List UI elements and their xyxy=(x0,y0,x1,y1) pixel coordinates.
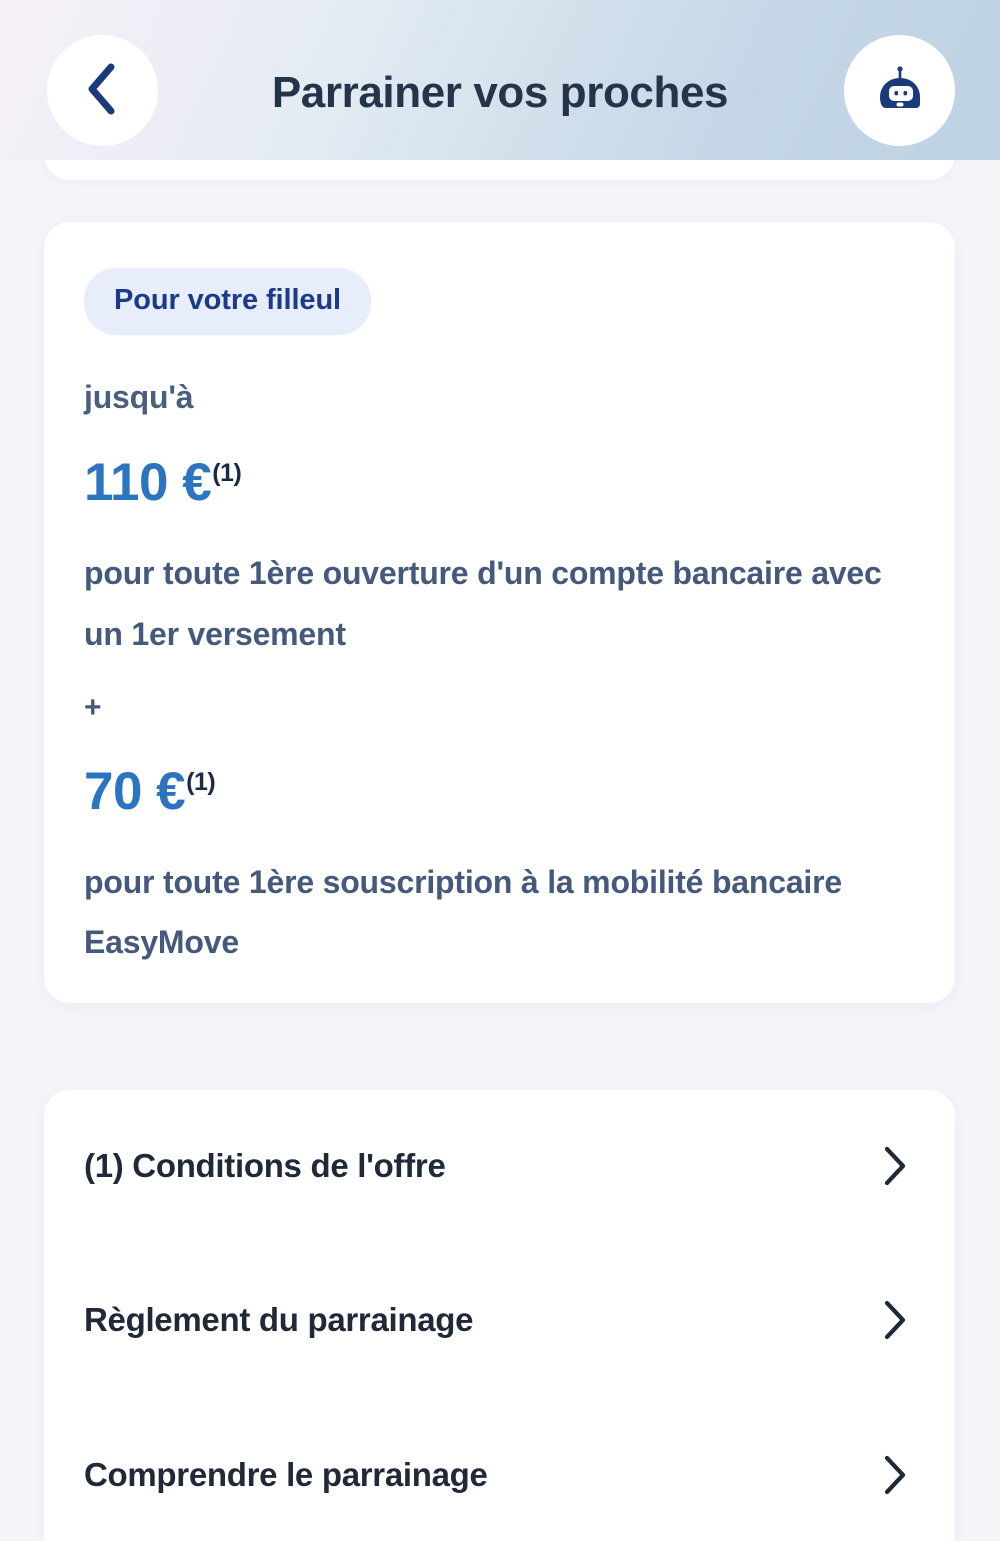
list-item-comprendre[interactable]: Comprendre le parrainage xyxy=(84,1397,915,1541)
offer-separator-plus: + xyxy=(84,690,102,724)
offer-amount-primary: 110 €(1) xyxy=(84,456,915,509)
offer-lead-text: jusqu'à xyxy=(84,379,194,415)
offer-description-primary: pour toute 1ère ouverture d'un compte ba… xyxy=(84,555,882,652)
offer-description-secondary: pour toute 1ère souscription à la mobili… xyxy=(84,863,842,961)
chevron-right-icon xyxy=(881,1295,911,1345)
amount-footnote-marker: (1) xyxy=(186,767,216,796)
list-item-label: Règlement du parrainage xyxy=(84,1300,474,1338)
page-title: Parrainer vos proches xyxy=(271,68,729,117)
list-item-reglement[interactable]: Règlement du parrainage xyxy=(84,1242,915,1397)
list-item-conditions[interactable]: (1) Conditions de l'offre xyxy=(84,1090,915,1242)
app-header: Parrainer vos proches xyxy=(0,0,1000,160)
status-badge: Pour votre filleul xyxy=(84,268,372,335)
chevron-left-icon xyxy=(80,59,126,122)
list-item-label: Comprendre le parrainage xyxy=(84,1455,488,1493)
chatbot-robot-icon xyxy=(869,58,931,123)
links-card: (1) Conditions de l'offre Règlement du p… xyxy=(44,1090,955,1541)
assistant-button[interactable] xyxy=(844,35,955,146)
list-item-label: (1) Conditions de l'offre xyxy=(84,1147,446,1184)
amount-value: 110 € xyxy=(84,453,212,512)
amount-footnote-marker: (1) xyxy=(212,459,242,488)
chevron-right-icon xyxy=(881,1450,911,1500)
offer-card: Pour votre filleul jusqu'à 110 €(1) pour… xyxy=(44,222,955,1003)
chevron-right-icon xyxy=(881,1141,911,1191)
back-button[interactable] xyxy=(47,35,158,146)
amount-value: 70 € xyxy=(84,761,186,821)
offer-amount-secondary: 70 €(1) xyxy=(84,765,915,818)
